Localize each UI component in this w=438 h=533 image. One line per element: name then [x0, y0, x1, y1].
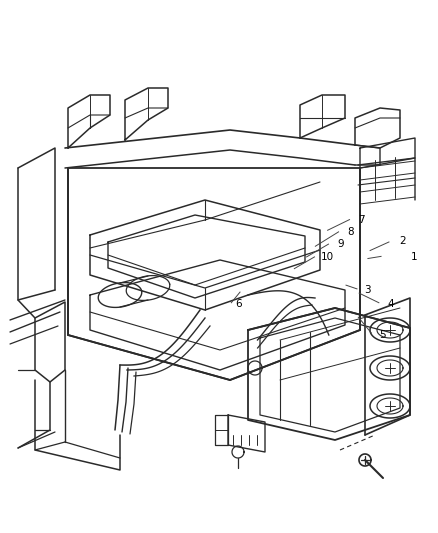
Text: 7: 7: [358, 215, 365, 224]
Text: 2: 2: [399, 236, 406, 246]
Text: 4: 4: [388, 299, 395, 309]
Text: 1: 1: [410, 252, 417, 262]
Text: 9: 9: [337, 239, 344, 249]
Text: 5: 5: [379, 330, 386, 340]
Text: 3: 3: [364, 286, 371, 295]
Text: 10: 10: [321, 252, 334, 262]
Text: 8: 8: [347, 227, 354, 237]
Text: 6: 6: [235, 299, 242, 309]
